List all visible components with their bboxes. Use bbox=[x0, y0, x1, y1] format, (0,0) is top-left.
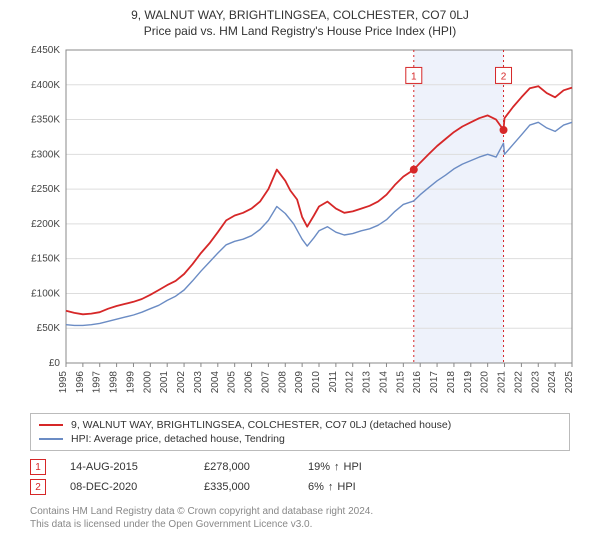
svg-text:2025: 2025 bbox=[564, 371, 575, 394]
page-subtitle: Price paid vs. HM Land Registry's House … bbox=[10, 24, 590, 38]
svg-text:2020: 2020 bbox=[480, 371, 491, 394]
svg-text:2016: 2016 bbox=[412, 371, 423, 394]
sales-table: 1 14-AUG-2015 £278,000 19%↑HPI 2 08-DEC-2020 £… bbox=[30, 457, 570, 497]
legend-swatch bbox=[39, 438, 63, 440]
svg-text:2023: 2023 bbox=[530, 371, 541, 394]
page-title: 9, WALNUT WAY, BRIGHTLINGSEA, COLCHESTER… bbox=[10, 8, 590, 22]
svg-text:1: 1 bbox=[411, 71, 417, 82]
svg-text:£50K: £50K bbox=[37, 323, 61, 334]
legend-label: 9, WALNUT WAY, BRIGHTLINGSEA, COLCHESTER… bbox=[71, 419, 451, 431]
svg-text:1999: 1999 bbox=[125, 371, 136, 394]
svg-text:2007: 2007 bbox=[260, 371, 271, 394]
legend-row: HPI: Average price, detached house, Tend… bbox=[39, 432, 561, 446]
sale-date: 14-AUG-2015 bbox=[70, 461, 180, 473]
svg-text:2014: 2014 bbox=[378, 371, 389, 394]
svg-text:2017: 2017 bbox=[429, 371, 440, 394]
sale-hpi-delta: 6%↑HPI bbox=[308, 481, 388, 493]
sale-date: 08-DEC-2020 bbox=[70, 481, 180, 493]
sale-price: £278,000 bbox=[204, 461, 284, 473]
svg-text:2008: 2008 bbox=[277, 371, 288, 394]
footer-line-2: This data is licensed under the Open Gov… bbox=[30, 518, 570, 531]
svg-text:£150K: £150K bbox=[31, 254, 60, 265]
svg-text:£250K: £250K bbox=[31, 184, 60, 195]
svg-text:1996: 1996 bbox=[75, 371, 86, 394]
svg-text:£100K: £100K bbox=[31, 288, 60, 299]
footer-attribution: Contains HM Land Registry data © Crown c… bbox=[30, 505, 570, 531]
svg-text:2000: 2000 bbox=[142, 371, 153, 394]
svg-text:2019: 2019 bbox=[463, 371, 474, 394]
svg-text:2006: 2006 bbox=[244, 371, 255, 394]
svg-text:2022: 2022 bbox=[513, 371, 524, 394]
sale-hpi-delta: 19%↑HPI bbox=[308, 461, 388, 473]
svg-text:1997: 1997 bbox=[92, 371, 103, 394]
svg-text:2009: 2009 bbox=[294, 371, 305, 394]
svg-text:£200K: £200K bbox=[31, 219, 60, 230]
svg-text:2011: 2011 bbox=[328, 371, 339, 393]
price-chart: £0 £50K £100K £150K £200K £250K £300K £350K £400… bbox=[20, 42, 580, 407]
svg-text:2001: 2001 bbox=[159, 371, 170, 394]
legend: 9, WALNUT WAY, BRIGHTLINGSEA, COLCHESTER… bbox=[30, 413, 570, 451]
sales-row: 2 08-DEC-2020 £335,000 6%↑HPI bbox=[30, 477, 570, 497]
svg-text:£350K: £350K bbox=[31, 115, 60, 126]
svg-text:£0: £0 bbox=[49, 358, 61, 369]
svg-text:2010: 2010 bbox=[311, 371, 322, 394]
svg-text:1995: 1995 bbox=[58, 371, 69, 394]
svg-text:2005: 2005 bbox=[227, 371, 238, 394]
svg-text:£400K: £400K bbox=[31, 80, 60, 91]
svg-text:2015: 2015 bbox=[395, 371, 406, 394]
arrow-up-icon: ↑ bbox=[328, 481, 334, 493]
legend-label: HPI: Average price, detached house, Tend… bbox=[71, 433, 285, 445]
legend-row: 9, WALNUT WAY, BRIGHTLINGSEA, COLCHESTER… bbox=[39, 418, 561, 432]
svg-text:2004: 2004 bbox=[210, 371, 221, 394]
legend-swatch bbox=[39, 424, 63, 426]
svg-text:2012: 2012 bbox=[345, 371, 356, 394]
svg-text:2003: 2003 bbox=[193, 371, 204, 394]
sale-price: £335,000 bbox=[204, 481, 284, 493]
sales-row: 1 14-AUG-2015 £278,000 19%↑HPI bbox=[30, 457, 570, 477]
svg-text:£300K: £300K bbox=[31, 149, 60, 160]
sale-marker-box: 1 bbox=[30, 459, 46, 475]
svg-text:2: 2 bbox=[501, 71, 507, 82]
svg-text:2013: 2013 bbox=[362, 371, 373, 394]
svg-text:2018: 2018 bbox=[446, 371, 457, 394]
footer-line-1: Contains HM Land Registry data © Crown c… bbox=[30, 505, 570, 518]
svg-text:2024: 2024 bbox=[547, 371, 558, 394]
svg-text:2002: 2002 bbox=[176, 371, 187, 394]
svg-text:1998: 1998 bbox=[109, 371, 120, 394]
svg-text:£450K: £450K bbox=[31, 45, 60, 56]
arrow-up-icon: ↑ bbox=[334, 461, 340, 473]
svg-text:2021: 2021 bbox=[497, 371, 508, 394]
sale-marker-box: 2 bbox=[30, 479, 46, 495]
